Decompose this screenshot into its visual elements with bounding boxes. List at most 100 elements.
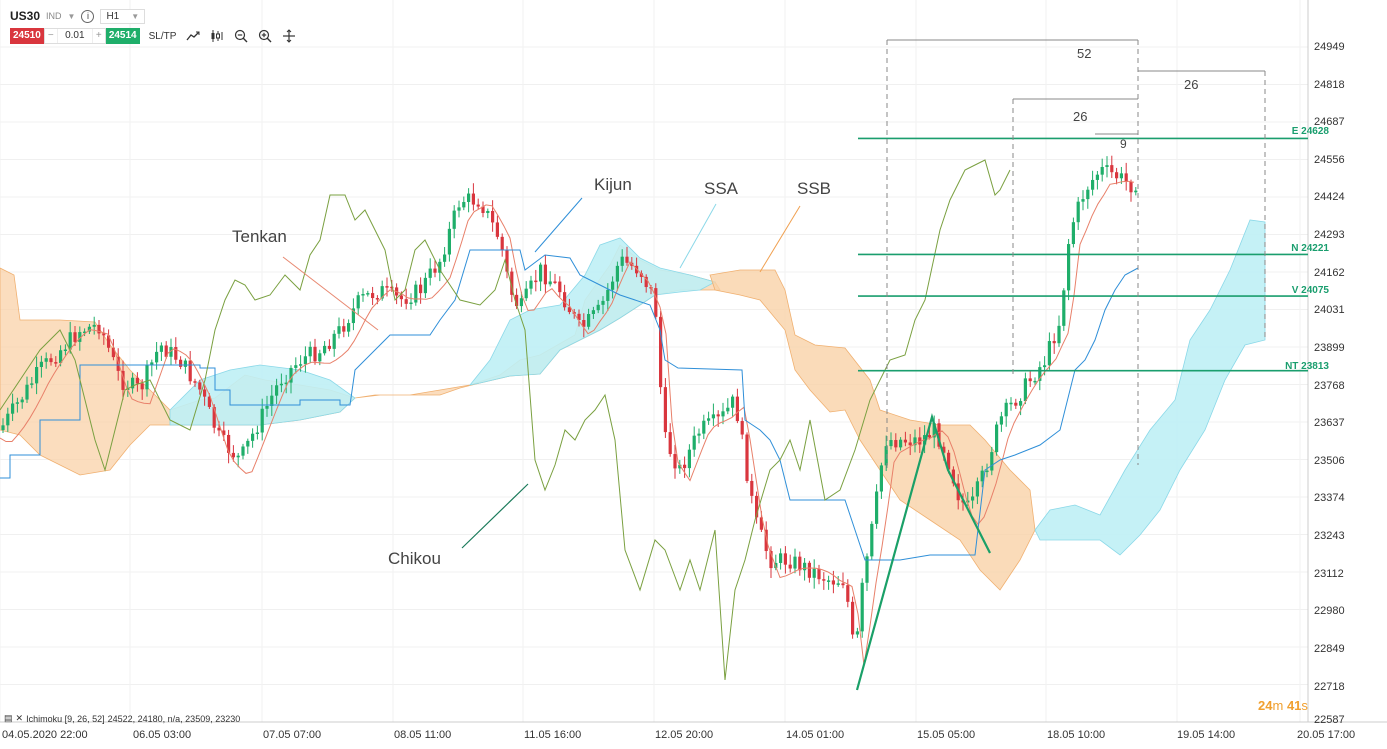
zoom-out-icon[interactable] (234, 29, 248, 43)
candlestick-icon[interactable] (210, 29, 224, 43)
indicator-settings-icon[interactable]: ▤ (4, 713, 13, 723)
level-label-nt: NT 23813 (1285, 361, 1329, 372)
time-tick: 20.05 17:00 (1297, 729, 1356, 741)
price-tick: 23768 (1314, 380, 1345, 392)
chevron-down-icon: ▼ (131, 11, 140, 21)
candle-bullish (980, 470, 984, 482)
candle-bullish (351, 308, 355, 324)
candle-bullish (539, 264, 543, 282)
candle-bullish (169, 347, 173, 357)
timer-seconds-unit: s (1301, 698, 1308, 713)
candle-bearish (644, 276, 648, 288)
candle-bullish (548, 281, 552, 285)
candle-bullish (721, 411, 725, 417)
candle-bullish (361, 294, 365, 296)
candle-bullish (39, 361, 43, 368)
close-icon[interactable]: ✕ (15, 713, 24, 723)
candle-bearish (515, 294, 519, 307)
candle-bullish (692, 435, 696, 450)
time-tick: 14.05 01:00 (786, 729, 845, 741)
candle-bearish (553, 281, 557, 283)
candle-bearish (543, 264, 547, 285)
candle-bearish (582, 320, 586, 327)
candle-bearish (188, 360, 192, 382)
candle-bullish (438, 261, 442, 273)
candle-bullish (726, 407, 730, 412)
sltp-button[interactable]: SL/TP (148, 30, 177, 42)
candle-bullish (356, 295, 360, 309)
crosshair-icon[interactable] (282, 29, 296, 43)
candle-bullish (1019, 401, 1023, 406)
candle-bullish (812, 568, 816, 578)
candle-bullish (486, 210, 490, 213)
candle-bullish (462, 201, 466, 208)
candle-bullish (279, 383, 283, 386)
candle-timer: 24m 41s (1258, 698, 1308, 713)
candle-bearish (419, 284, 423, 294)
candle-bullish (270, 395, 274, 406)
indicator-legend[interactable]: ▤ ✕ Ichimoku [9, 26, 52] 24522, 24180, n… (4, 713, 240, 724)
candle-bullish (865, 556, 869, 583)
symbol-name[interactable]: US30 (10, 9, 41, 23)
decrease-lot-button[interactable]: − (47, 30, 54, 41)
candle-bullish (971, 496, 975, 501)
lot-input[interactable]: 0.01 (56, 29, 93, 43)
count-26-right: 26 (1184, 77, 1199, 92)
time-tick: 07.05 07:00 (263, 729, 322, 741)
chikou-pointer (461, 483, 529, 549)
line-chart-icon[interactable] (186, 29, 200, 43)
candle-bullish (145, 365, 149, 390)
candle-bullish (524, 288, 528, 299)
symbol-type-badge: IND (46, 11, 62, 21)
candle-bullish (899, 439, 903, 448)
candle-bearish (534, 280, 538, 283)
symbol-bar: US30 IND ▼ i H1 ▼ (10, 7, 146, 25)
candle-bullish (611, 281, 615, 290)
candle-bullish (985, 470, 989, 473)
candle-bullish (975, 481, 979, 497)
timeframe-select[interactable]: H1 ▼ (100, 8, 146, 24)
candle-bullish (337, 326, 341, 334)
candle-bearish (73, 332, 77, 342)
candle-bullish (601, 300, 605, 305)
level-label-n: N 24221 (1291, 243, 1329, 254)
candle-bullish (870, 523, 874, 557)
increase-lot-button[interactable]: + (95, 30, 102, 41)
level-label-e: E 24628 (1291, 126, 1329, 137)
candle-bullish (1091, 179, 1095, 190)
candle-bearish (217, 427, 221, 431)
candle-bullish (803, 562, 807, 571)
candle-bearish (769, 551, 773, 569)
sell-button[interactable]: 24510 (10, 28, 44, 44)
candle-bearish (563, 292, 567, 308)
candle-bullish (447, 228, 451, 255)
candle-bullish (332, 333, 336, 349)
chevron-down-icon[interactable]: ▼ (67, 11, 76, 21)
indicator-values: 24522, 24180, n/a, 23509, 23230 (107, 713, 241, 724)
candle-bearish (212, 406, 216, 428)
candle-bullish (467, 193, 471, 202)
candle-bullish (615, 265, 619, 282)
candle-bullish (889, 440, 893, 447)
candle-bullish (6, 413, 10, 426)
candle-bullish (15, 402, 19, 404)
buy-button[interactable]: 24514 (105, 28, 140, 44)
candle-bullish (1004, 402, 1008, 417)
candle-bullish (932, 423, 936, 438)
candle-bearish (764, 529, 768, 552)
candle-bearish (903, 439, 907, 443)
candle-bearish (683, 464, 687, 469)
candle-bullish (457, 207, 461, 211)
price-tick: 23899 (1314, 342, 1345, 354)
candle-bullish (251, 433, 255, 441)
candle-bearish (227, 434, 231, 453)
candle-bearish (639, 273, 643, 277)
zoom-in-icon[interactable] (258, 29, 272, 43)
info-icon[interactable]: i (81, 9, 95, 23)
candle-bearish (822, 579, 826, 581)
candle-bearish (937, 423, 941, 447)
candle-bearish (476, 204, 480, 207)
lot-stepper[interactable]: − 0.01 + (43, 28, 106, 44)
